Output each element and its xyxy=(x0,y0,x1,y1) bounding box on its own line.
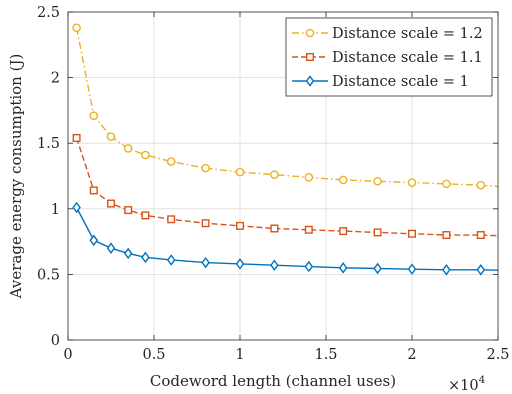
series-3-point xyxy=(407,263,417,275)
series-2 xyxy=(72,133,499,240)
series-3-point xyxy=(89,234,99,247)
y-tick-label: 2.5 xyxy=(37,5,60,21)
series-3-point xyxy=(123,247,133,260)
y-tick-label: 0.5 xyxy=(37,267,60,283)
series-2-point xyxy=(339,227,348,236)
series-2-point xyxy=(72,133,81,142)
x-axis-multiplier-base: ×10 xyxy=(448,378,479,394)
y-tick-label: 1 xyxy=(51,202,60,218)
series-3-point xyxy=(141,251,150,264)
series-1-point xyxy=(106,132,116,141)
series-3-point xyxy=(166,254,176,266)
series-3-point xyxy=(270,259,279,271)
x-tick-label: 1 xyxy=(235,347,244,363)
x-axis-multiplier: ×104 xyxy=(448,374,486,394)
series-2-point xyxy=(141,211,150,220)
series-1-point xyxy=(476,180,486,190)
legend-label-3: Distance scale = 1 xyxy=(332,74,469,90)
x-axis-label: Codeword length (channel uses) xyxy=(150,372,396,390)
series-3-point xyxy=(442,264,451,276)
data-series xyxy=(72,23,499,276)
series-2-point xyxy=(408,229,417,238)
series-3-point xyxy=(476,264,486,276)
series-3-point xyxy=(201,256,210,269)
series-2-point xyxy=(442,231,451,240)
legend-marker-3 xyxy=(305,75,315,87)
series-3-point xyxy=(72,201,81,214)
x-tick-label: 2.5 xyxy=(486,347,509,363)
series-1-point xyxy=(407,178,417,187)
series-line-1 xyxy=(75,27,499,188)
series-1-point xyxy=(442,179,451,189)
series-1-point xyxy=(72,23,81,33)
legend-label-2: Distance scale = 1.1 xyxy=(332,50,483,66)
series-3-point xyxy=(338,262,348,274)
series-2-point xyxy=(89,186,98,195)
y-axis-label: Average energy consumption (J) xyxy=(7,54,25,300)
series-1-point xyxy=(141,150,150,160)
series-line-2 xyxy=(75,137,499,237)
legend: Distance scale = 1.2 Distance scale = 1.… xyxy=(285,17,493,97)
series-1-point xyxy=(201,163,210,173)
series-2-point xyxy=(201,219,210,228)
series-1-point xyxy=(123,144,133,153)
series-3 xyxy=(72,201,499,276)
series-3-point xyxy=(304,260,314,273)
x-tick-label: 0 xyxy=(63,347,72,363)
series-2-point xyxy=(270,224,279,233)
x-tick-label: 1.5 xyxy=(314,347,337,363)
series-1-point xyxy=(304,173,314,182)
series-3-point xyxy=(106,242,116,254)
x-tick-label: 0.5 xyxy=(142,347,165,363)
x-axis-multiplier-exponent: 4 xyxy=(479,374,486,386)
series-1-point xyxy=(89,111,99,120)
series-2-point xyxy=(304,225,313,234)
y-tick-label: 0 xyxy=(51,333,60,349)
series-2-point xyxy=(235,221,244,230)
series-line-3 xyxy=(75,207,499,271)
series-1-point xyxy=(373,176,382,186)
series-1 xyxy=(72,23,499,190)
y-tick-label: 2 xyxy=(51,71,60,87)
plot-frame xyxy=(67,11,499,341)
series-1-point xyxy=(235,167,245,177)
series-1-point xyxy=(270,170,279,179)
y-tick-label: 1.5 xyxy=(37,136,60,152)
series-1-point xyxy=(338,175,348,185)
legend-label-1: Distance scale = 1.2 xyxy=(332,26,483,42)
series-3-point xyxy=(373,262,382,275)
x-tick-label: 2 xyxy=(407,347,416,363)
series-1-point xyxy=(166,157,176,166)
axis-ticks: 0 0.5 1 1.5 2 2.5 0 0.5 1 1.5 2 2.5 xyxy=(37,5,510,363)
series-3-point xyxy=(235,258,245,270)
legend-marker-2 xyxy=(306,53,315,62)
series-2-point xyxy=(124,206,133,215)
series-2-point xyxy=(167,215,176,224)
legend-marker-1 xyxy=(305,28,315,38)
series-2-point xyxy=(373,228,382,237)
series-2-point xyxy=(476,231,485,240)
series-2-point xyxy=(106,199,115,208)
